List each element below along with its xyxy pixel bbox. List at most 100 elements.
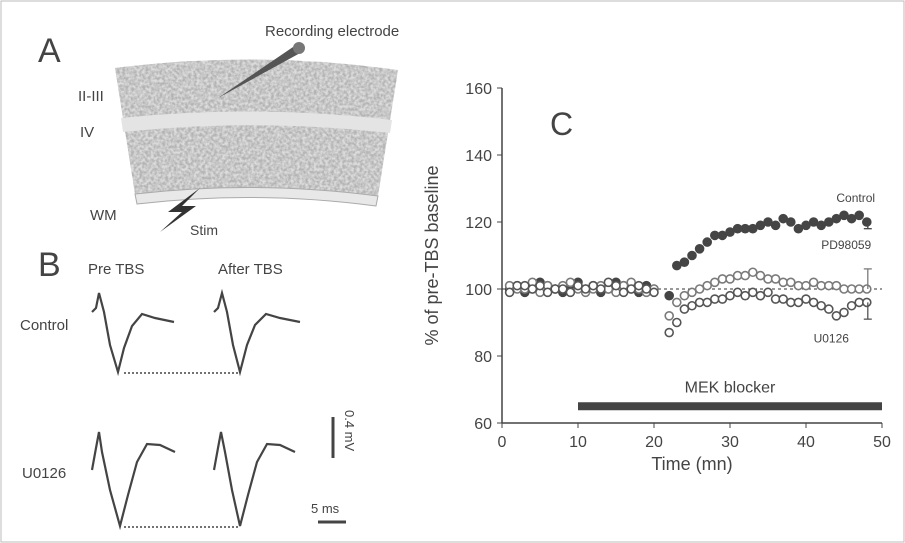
traces (90, 288, 346, 531)
point (595, 284, 606, 294)
y-axis-label: % of pre-TBS baseline (422, 165, 442, 345)
stim-bolt (160, 188, 200, 232)
panel-label: C (550, 106, 573, 142)
point (725, 227, 735, 237)
electrode (218, 45, 302, 98)
scale-bar (318, 417, 346, 524)
point (785, 297, 796, 308)
point (755, 270, 766, 281)
label: 0.4 mV (342, 410, 357, 452)
series-label: U0126 (814, 332, 850, 346)
label: Stim (190, 222, 218, 238)
point (626, 284, 637, 294)
point (527, 284, 538, 294)
point (763, 287, 773, 298)
label: WM (90, 207, 117, 224)
point (816, 300, 827, 311)
y-tick-label: 160 (465, 81, 492, 98)
point (793, 297, 804, 308)
point (671, 297, 682, 308)
label: IV (80, 124, 94, 141)
point (717, 230, 728, 241)
point (725, 290, 735, 301)
point (747, 267, 758, 278)
point (755, 290, 766, 301)
x-tick-label: 50 (873, 434, 891, 451)
point (808, 297, 819, 308)
point (687, 287, 697, 298)
point (793, 223, 804, 234)
point (618, 287, 629, 298)
point (831, 310, 842, 321)
point (823, 304, 834, 314)
point (687, 250, 697, 261)
point (823, 217, 834, 227)
point (679, 304, 690, 314)
point (671, 317, 682, 328)
y-tick-label: 140 (465, 148, 492, 165)
point (770, 220, 781, 231)
label: Recording electrode (265, 23, 399, 40)
point (755, 220, 766, 231)
trace (213, 288, 301, 377)
point (861, 297, 872, 308)
point (785, 277, 796, 288)
point (732, 223, 743, 234)
point (694, 297, 705, 308)
point (839, 307, 849, 318)
point (816, 220, 827, 231)
point (565, 277, 576, 288)
point (861, 284, 872, 294)
cortex-texture (115, 59, 398, 196)
point (854, 210, 865, 221)
label: After TBS (218, 261, 283, 278)
panel-label: A (38, 32, 61, 70)
label: Pre TBS (88, 261, 144, 278)
point (861, 217, 872, 227)
point (709, 230, 720, 241)
x-tick-label: 0 (498, 434, 507, 451)
point (573, 280, 583, 291)
point (732, 287, 743, 298)
blocker-bar (578, 402, 882, 411)
point (633, 280, 644, 291)
point (664, 310, 675, 321)
series-label: Control (836, 191, 875, 205)
x-axis-label: Time (mn) (651, 454, 732, 474)
point (725, 274, 735, 284)
point (823, 280, 834, 291)
point (565, 287, 576, 298)
point (778, 213, 789, 224)
point (542, 287, 553, 298)
point (694, 244, 705, 254)
point (785, 217, 796, 227)
point (747, 223, 758, 234)
point (649, 287, 659, 298)
point (557, 284, 568, 294)
baseline (124, 372, 238, 528)
x-tick-label: 30 (721, 434, 739, 451)
point (732, 270, 743, 281)
point (831, 280, 842, 291)
label: II-III (78, 88, 104, 105)
point (839, 210, 849, 221)
point (641, 284, 652, 294)
trace (90, 431, 176, 531)
point (717, 294, 728, 304)
panel-label: B (38, 246, 61, 284)
point (588, 280, 599, 291)
x-tick-label: 40 (797, 434, 815, 451)
y-tick-label: 100 (465, 282, 492, 299)
x-tick-label: 10 (569, 434, 587, 451)
trace (91, 292, 175, 377)
point (831, 213, 842, 224)
chart: 60 80 100 120 140 160 0 10 20 30 40 50 Time (mn) % of… (422, 81, 891, 474)
point (611, 280, 621, 291)
point (694, 284, 705, 294)
point (763, 217, 773, 227)
point (702, 297, 713, 308)
x-tick-label: 20 (645, 434, 663, 451)
point (504, 287, 515, 298)
label: Control (20, 317, 68, 334)
point (687, 300, 697, 311)
